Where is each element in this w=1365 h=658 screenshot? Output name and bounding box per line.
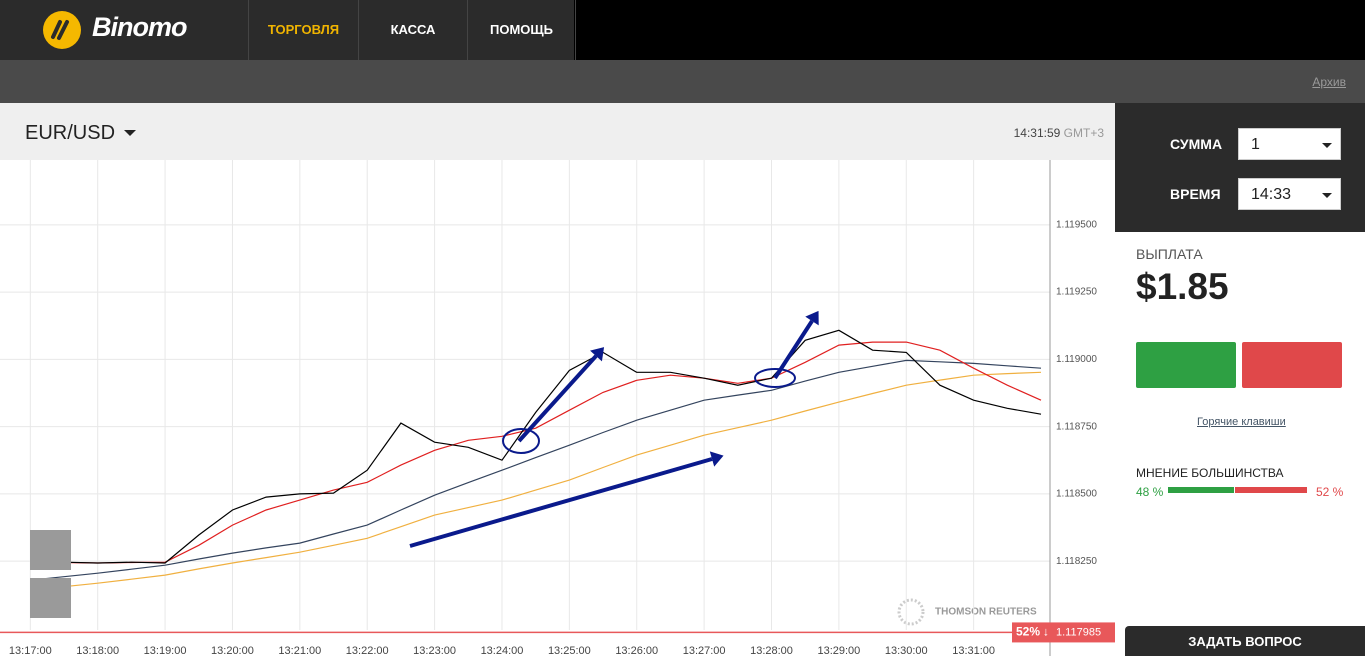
caret <box>1322 193 1332 198</box>
top-bar-black <box>574 0 1365 60</box>
timezone: GMT+3 <box>1063 126 1104 140</box>
x-tick-label: 13:25:00 <box>548 645 591 656</box>
chart-type-button[interactable] <box>30 530 71 570</box>
server-time: 14:31:59 GMT+3 <box>1014 126 1104 140</box>
current-price-tag <box>1012 622 1115 643</box>
amount-value: 1 <box>1251 136 1260 153</box>
annotation-arrowhead <box>805 310 819 326</box>
current-price-percent: 52% <box>1016 625 1040 639</box>
current-price-label: 1.117985 <box>1056 626 1101 638</box>
sub-bar <box>0 60 1365 103</box>
chart-header <box>0 103 1115 160</box>
annotation-arrow <box>517 354 598 443</box>
y-tick-label: 1.119250 <box>1056 287 1097 298</box>
price-line <box>30 341 1042 564</box>
amount-label: СУММА <box>1170 136 1223 152</box>
x-tick-label: 13:22:00 <box>346 645 389 656</box>
majority-up <box>1168 487 1235 493</box>
nav-trade[interactable]: ТОРГОВЛЯ <box>248 0 358 60</box>
grid <box>0 160 1050 630</box>
x-tick-label: 13:30:00 <box>885 645 928 656</box>
trade-settings <box>1115 103 1365 232</box>
nav-help[interactable]: ПОМОЩЬ <box>467 0 576 60</box>
x-tick-label: 13:19:00 <box>144 645 187 656</box>
x-tick-label: 13:31:00 <box>952 645 995 656</box>
annotation-arrowhead <box>709 451 724 467</box>
y-tick-label: 1.118750 <box>1056 421 1097 432</box>
ask-button[interactable]: ЗАДАТЬ ВОПРОС <box>1125 626 1365 656</box>
annotations <box>409 310 819 548</box>
majority-title: МНЕНИЕ БОЛЬШИНСТВА <box>1136 466 1284 480</box>
y-tick-label: 1.119000 <box>1056 354 1097 365</box>
majority-down <box>1235 487 1307 493</box>
x-tick-label: 13:28:00 <box>750 645 793 656</box>
logo-icon[interactable] <box>42 10 82 50</box>
x-tick-label: 13:27:00 <box>683 645 726 656</box>
price-line <box>30 359 1042 581</box>
payout-label: ВЫПЛАТА <box>1136 246 1203 262</box>
source-icon <box>897 598 925 626</box>
x-tick-label: 13:23:00 <box>413 645 456 656</box>
x-tick-label: 13:20:00 <box>211 645 254 656</box>
x-tick-label: 13:17:00 <box>9 645 52 656</box>
x-tick-label: 13:21:00 <box>278 645 321 656</box>
archive-link[interactable]: Архив <box>1312 75 1346 89</box>
chart: THOMSON REUTERS 1.119500 1.119250 1.119000… <box>0 160 1115 656</box>
asset-caret[interactable] <box>124 130 136 136</box>
time-input[interactable]: 14:33 <box>1238 178 1341 210</box>
majority-up-label: 48 % <box>1136 485 1164 499</box>
time-value: 14:33 <box>1251 186 1292 203</box>
y-tick-label: 1.119500 <box>1056 219 1097 230</box>
y-tick-label: 1.118250 <box>1056 556 1097 567</box>
payout-value: $1.85 <box>1136 266 1229 307</box>
x-tick-label: 13:24:00 <box>481 645 524 656</box>
asset-select[interactable]: EUR/USD <box>25 122 116 144</box>
price-line <box>30 329 1042 564</box>
annotation-arrowhead <box>590 347 605 362</box>
majority-bar <box>1168 487 1308 493</box>
annotation-arrow <box>409 457 713 548</box>
ask-text: ЗАДАТЬ ВОПРОС <box>1188 634 1302 649</box>
amount-input[interactable]: 1 <box>1238 128 1341 160</box>
annotation-circle <box>502 428 540 454</box>
buy-up-button[interactable] <box>1136 342 1236 388</box>
current-price-direction: ↓ <box>1043 625 1049 639</box>
time: 14:31:59 <box>1013 126 1061 140</box>
y-tick-label: 1.118500 <box>1056 489 1097 500</box>
caret <box>1322 143 1332 148</box>
nav-cashier[interactable]: КАССА <box>358 0 467 60</box>
price-line <box>30 371 1042 591</box>
x-tick-label: 13:29:00 <box>817 645 860 656</box>
source-logo: THOMSON REUTERS <box>935 607 1037 618</box>
x-tick-label: 13:18:00 <box>76 645 119 656</box>
buy-down-button[interactable] <box>1242 342 1342 388</box>
annotation-circle <box>754 368 796 388</box>
majority-down-label: 52 % <box>1316 485 1344 499</box>
x-tick-label: 13:26:00 <box>615 645 658 656</box>
hotkeys-link[interactable]: Горячие клавиши <box>1197 416 1286 428</box>
indicators-button[interactable] <box>30 578 71 618</box>
logo-text[interactable]: Binomo <box>92 12 187 42</box>
time-label: ВРЕМЯ <box>1170 186 1221 202</box>
